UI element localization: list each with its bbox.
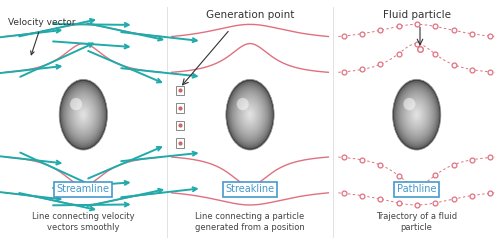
Ellipse shape xyxy=(234,92,266,138)
Ellipse shape xyxy=(404,98,415,110)
Ellipse shape xyxy=(65,88,102,141)
Ellipse shape xyxy=(59,79,108,150)
Ellipse shape xyxy=(414,111,419,118)
Ellipse shape xyxy=(404,95,430,134)
Ellipse shape xyxy=(413,109,420,120)
Ellipse shape xyxy=(401,92,432,138)
Ellipse shape xyxy=(74,101,93,129)
Text: Generation point: Generation point xyxy=(206,10,294,20)
Ellipse shape xyxy=(75,102,92,127)
Ellipse shape xyxy=(412,108,422,122)
Ellipse shape xyxy=(249,113,251,116)
Text: Velocity vector: Velocity vector xyxy=(8,18,76,55)
Ellipse shape xyxy=(242,102,258,127)
Ellipse shape xyxy=(236,95,264,134)
Ellipse shape xyxy=(78,106,90,123)
Ellipse shape xyxy=(410,104,424,125)
Text: Line connecting a particle
generated from a position: Line connecting a particle generated fro… xyxy=(195,212,305,233)
Ellipse shape xyxy=(398,86,436,143)
Ellipse shape xyxy=(243,104,257,125)
Text: Trajectory of a fluid
particle: Trajectory of a fluid particle xyxy=(376,212,457,233)
Ellipse shape xyxy=(68,92,99,138)
Ellipse shape xyxy=(239,99,261,131)
Ellipse shape xyxy=(66,90,100,139)
Ellipse shape xyxy=(398,88,435,141)
Ellipse shape xyxy=(69,93,98,136)
Ellipse shape xyxy=(230,85,270,145)
Ellipse shape xyxy=(72,99,94,131)
Ellipse shape xyxy=(226,79,274,150)
Ellipse shape xyxy=(228,83,272,146)
Ellipse shape xyxy=(63,85,104,145)
Ellipse shape xyxy=(392,79,441,150)
Ellipse shape xyxy=(76,104,90,125)
Ellipse shape xyxy=(245,108,255,122)
Ellipse shape xyxy=(78,108,88,122)
Text: Line connecting velocity
vectors smoothly: Line connecting velocity vectors smoothl… xyxy=(32,212,134,233)
FancyBboxPatch shape xyxy=(176,103,184,113)
Ellipse shape xyxy=(227,81,273,148)
Ellipse shape xyxy=(232,88,268,141)
Ellipse shape xyxy=(236,98,249,110)
Ellipse shape xyxy=(407,101,426,129)
Ellipse shape xyxy=(246,109,254,120)
Ellipse shape xyxy=(395,83,438,146)
FancyBboxPatch shape xyxy=(176,121,184,130)
Ellipse shape xyxy=(396,85,437,145)
Ellipse shape xyxy=(238,97,262,132)
Ellipse shape xyxy=(400,90,434,139)
Ellipse shape xyxy=(394,81,440,148)
Ellipse shape xyxy=(233,90,267,139)
Ellipse shape xyxy=(62,83,105,146)
Ellipse shape xyxy=(240,101,260,129)
Ellipse shape xyxy=(408,102,425,127)
Ellipse shape xyxy=(60,81,106,148)
Text: Streakline: Streakline xyxy=(226,184,274,194)
FancyBboxPatch shape xyxy=(176,138,184,148)
Ellipse shape xyxy=(81,111,86,118)
Ellipse shape xyxy=(230,86,270,143)
Ellipse shape xyxy=(404,97,428,132)
Ellipse shape xyxy=(70,98,82,110)
Text: Streamline: Streamline xyxy=(57,184,110,194)
Ellipse shape xyxy=(402,93,431,136)
Ellipse shape xyxy=(80,109,87,120)
Ellipse shape xyxy=(410,106,422,123)
Ellipse shape xyxy=(70,95,96,134)
Ellipse shape xyxy=(244,106,256,123)
Ellipse shape xyxy=(406,99,427,131)
Ellipse shape xyxy=(72,97,96,132)
Text: Fluid particle: Fluid particle xyxy=(382,10,450,20)
Ellipse shape xyxy=(248,111,252,118)
FancyBboxPatch shape xyxy=(176,86,184,95)
Ellipse shape xyxy=(82,113,84,116)
Ellipse shape xyxy=(416,113,418,116)
Ellipse shape xyxy=(236,93,264,136)
Text: Pathline: Pathline xyxy=(397,184,436,194)
Ellipse shape xyxy=(64,86,102,143)
